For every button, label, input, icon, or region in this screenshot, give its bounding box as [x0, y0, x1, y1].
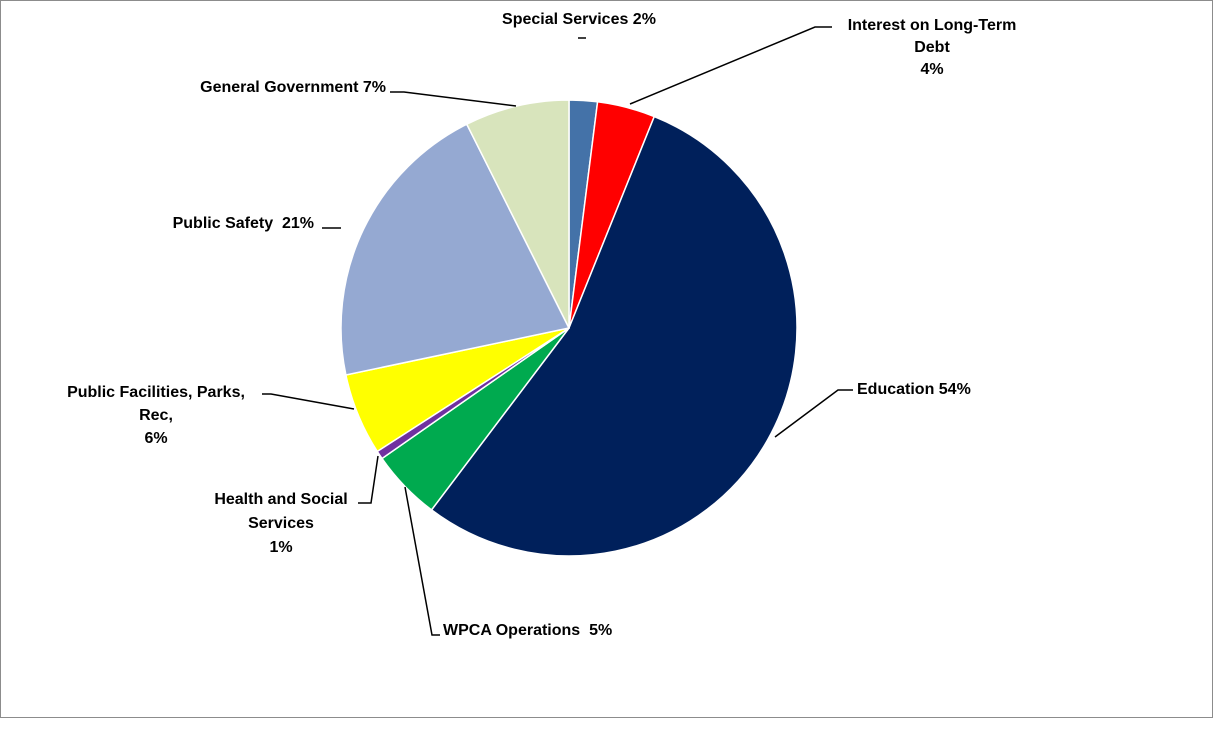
data-label-line: Interest on Long-Term [848, 17, 1017, 34]
data-label-public-facilities-parks-rec: Public Facilities, Parks, Rec, 6% [67, 384, 245, 447]
data-label-line: Debt [914, 39, 950, 56]
data-label-line: Public Safety 21% [173, 215, 314, 232]
data-label-education: Education 54% [857, 381, 971, 398]
leader-line-interest-on-long-term-debt [629, 26, 832, 105]
pie-slice-public-safety [340, 123, 571, 376]
data-label-line: General Government 7% [200, 79, 386, 96]
pie-slice-general-government [465, 99, 570, 329]
data-label-line: Rec, [139, 407, 173, 424]
leader-line-health-and-social-services [358, 455, 379, 504]
data-label-health-and-social-services: Health and Social Services 1% [214, 491, 347, 556]
data-label-line: 6% [144, 430, 167, 447]
data-label-line: Services [248, 515, 314, 532]
leader-line-general-government [390, 91, 517, 107]
data-label-interest-on-long-term-debt: Interest on Long-Term Debt 4% [848, 17, 1017, 78]
data-label-line: Health and Social [214, 491, 347, 508]
data-label-line: WPCA Operations 5% [443, 622, 612, 639]
data-label-special-services: Special Services 2% [502, 11, 656, 28]
data-label-line: 4% [920, 61, 943, 78]
pie-slice-education [430, 115, 798, 557]
leader-line-public-facilities-parks-rec [262, 393, 355, 410]
data-label-line: 1% [269, 539, 292, 556]
data-label-line: Public Facilities, Parks, [67, 384, 245, 401]
data-label-line: Special Services 2% [502, 11, 656, 28]
data-label-public-safety: Public Safety 21% [173, 215, 314, 232]
data-label-general-government: General Government 7% [200, 79, 386, 96]
leader-line-wpca-operations [404, 486, 440, 636]
leader-line-education [774, 389, 853, 438]
data-label-wpca-operations: WPCA Operations 5% [443, 622, 612, 639]
data-label-line: Education 54% [857, 381, 971, 398]
